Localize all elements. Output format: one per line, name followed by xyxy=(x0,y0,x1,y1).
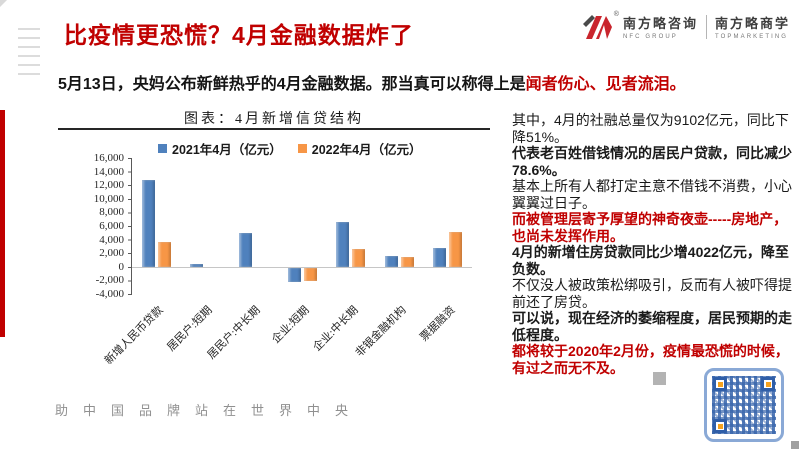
chart-bar xyxy=(433,248,447,267)
y-tick-label: 4,000 xyxy=(99,233,124,246)
gray-square-decoration xyxy=(653,372,666,385)
x-category-label: 企业:短期 xyxy=(269,304,312,346)
logo-consulting-cn: 南方略咨询 xyxy=(622,16,698,31)
chart-bar xyxy=(287,267,301,283)
commentary-paragraph: 而被管理层寄予厚望的神奇夜壶-----房地产，也尚未发挥作用。 xyxy=(512,211,788,244)
chart-bar xyxy=(336,221,350,267)
commentary-paragraph: 其中，4月的社融总量仅为9102亿元，同比下降51%。 xyxy=(512,112,789,145)
qr-finder-top-right-icon xyxy=(761,377,775,391)
left-accent-bar xyxy=(0,110,5,337)
chart-bar xyxy=(449,231,463,267)
chart-bar xyxy=(238,233,252,267)
x-axis-labels: 新增人民币贷款 居民户:短期 居民户:中长期 企业:短期 企业:中长期 非银金融机构 票据融… xyxy=(103,298,471,367)
chart-legend: 2021年4月（亿元） 2022年4月（亿元） xyxy=(158,139,422,158)
commentary-paragraph: 基本上所有人都打定主意不借钱不消费，小心翼翼过日子。 xyxy=(512,178,792,211)
subtitle-red-text: 闻者伤心、见者流泪。 xyxy=(525,76,686,93)
y-tick-label: -2,000 xyxy=(95,274,124,287)
chart-title-underline xyxy=(58,128,490,130)
qr-code xyxy=(704,368,784,442)
x-category-label: 非银金融机构 xyxy=(353,304,409,360)
brand-logo: ® 南方略咨询 NFC GROUP 南方略商学 TOPMARKETING xyxy=(582,11,790,40)
credit-structure-bar-chart: 图表：4月新增信贷结构 2021年4月（亿元） 2022年4月（亿元） 16,00… xyxy=(58,108,490,367)
y-tick-label: 0 xyxy=(118,260,125,273)
y-axis-ticks-icon xyxy=(128,158,132,296)
x-category-label: 新增人民币贷款 xyxy=(102,304,166,368)
legend-label: 2021年4月（亿元） xyxy=(172,143,282,157)
plot-area xyxy=(131,158,472,295)
nfc-logo-icon xyxy=(582,14,612,39)
logo-brand-consulting: 南方略咨询 NFC GROUP xyxy=(623,13,698,40)
commentary-paragraph: 4月的新增住房贷款同比少增4022亿元，降至负数。 xyxy=(512,244,789,277)
legend-swatch-icon xyxy=(297,144,307,153)
y-tick-label: 2,000 xyxy=(99,247,124,260)
chart-bar xyxy=(190,264,204,267)
commentary-paragraph: 可以说，现在经济的萎缩程度，居民预期的走低程度。 xyxy=(512,310,792,343)
corner-mark-bottom-right-icon xyxy=(791,441,799,449)
logo-consulting-en: NFC GROUP xyxy=(622,34,678,40)
chart-bar xyxy=(400,257,414,267)
legend-swatch-icon xyxy=(158,144,167,153)
logo-school-cn: 南方略商学 xyxy=(714,16,790,31)
footer-motto: 助中国品牌站在世界中央 xyxy=(55,403,364,418)
chart-bar xyxy=(157,242,171,267)
y-tick-label: 6,000 xyxy=(99,220,124,232)
slide-title: 比疫情更恐慌？4月金融数据炸了 xyxy=(64,22,414,48)
chart-bar xyxy=(303,267,317,282)
legend-item: 2022年4月（亿元） xyxy=(297,139,422,158)
y-tick-label: 16,000 xyxy=(93,152,124,164)
zero-axis-line xyxy=(132,266,472,268)
y-tick-label: 14,000 xyxy=(93,165,124,178)
logo-school-en: TOPMARKETING xyxy=(714,34,789,40)
commentary-paragraph: 不仅没人被政策松绑吸引，反而有人被吓得提前还了房贷。 xyxy=(512,277,792,310)
x-category-label: 票据融资 xyxy=(417,304,458,344)
registered-trademark: ® xyxy=(613,11,619,18)
qr-finder-bottom-left-icon xyxy=(713,419,727,433)
chart-bar xyxy=(384,256,398,267)
legend-label: 2022年4月（亿元） xyxy=(311,143,422,157)
y-tick-label: 12,000 xyxy=(93,179,124,192)
chart-title: 图表：4月新增信贷结构 xyxy=(184,112,364,127)
y-tick-label: 8,000 xyxy=(99,206,124,219)
commentary-paragraph: 都将较于2020年2月份，疫情最恐慌的时候，有过之而无不及。 xyxy=(512,343,789,376)
y-tick-label: -4,000 xyxy=(95,288,124,300)
legend-item: 2021年4月（亿元） xyxy=(158,139,282,158)
decorative-lines-icon xyxy=(18,28,40,82)
qr-finder-top-left-icon xyxy=(713,377,727,391)
logo-divider xyxy=(705,14,707,39)
subtitle-black-text: 5月13日，央妈公布新鲜热乎的4月金融数据。那当真可以称得上是 xyxy=(58,76,526,93)
commentary-paragraph: 代表老百姓借钱情况的居民户贷款，同比减少78.6%。 xyxy=(512,145,792,178)
corner-mark-top-left-icon xyxy=(0,0,10,8)
y-tick-label: 10,000 xyxy=(93,192,124,205)
chart-bar xyxy=(352,248,366,267)
logo-brand-school: 南方略商学 TOPMARKETING xyxy=(715,13,790,40)
commentary-panel: 其中，4月的社融总量仅为9102亿元，同比下降51%。 代表老百姓借钱情况的居民户… xyxy=(512,112,794,376)
chart-bar xyxy=(141,179,155,267)
y-axis-labels: 16,000 14,000 12,000 10,000 8,000 6,000 4,000 2… xyxy=(58,152,125,300)
subtitle: 5月13日，央妈公布新鲜热乎的4月金融数据。那当真可以称得上是闻者伤心、见者流泪… xyxy=(58,70,758,94)
